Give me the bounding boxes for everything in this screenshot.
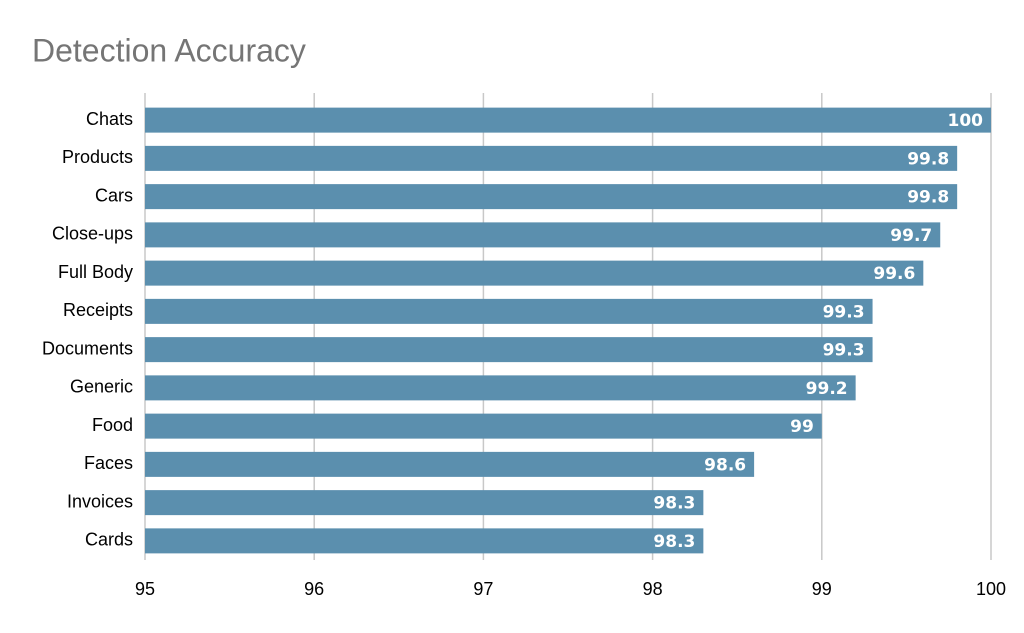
value-label: 99.3 <box>823 302 865 322</box>
bar <box>145 260 924 286</box>
y-tick-label: Products <box>62 147 133 167</box>
y-tick-label: Documents <box>42 338 133 358</box>
value-label: 98.6 <box>704 455 746 475</box>
value-label: 99 <box>790 417 814 437</box>
bar <box>145 298 873 324</box>
y-tick-label: Full Body <box>58 262 133 282</box>
bar <box>145 222 941 248</box>
bar <box>145 107 991 133</box>
bar <box>145 145 958 171</box>
value-label: 99.8 <box>907 149 949 169</box>
y-tick-label: Chats <box>86 109 133 129</box>
bar <box>145 451 755 477</box>
x-tick-label: 97 <box>473 579 493 599</box>
value-label: 100 <box>948 111 984 131</box>
x-tick-label: 100 <box>976 579 1006 599</box>
bar <box>145 184 958 210</box>
bar <box>145 490 704 516</box>
value-label: 99.8 <box>907 188 949 208</box>
bar <box>145 413 822 439</box>
x-tick-label: 99 <box>812 579 832 599</box>
chart-title: Detection Accuracy <box>32 32 306 68</box>
value-label: 99.2 <box>806 379 848 399</box>
bar <box>145 337 873 363</box>
x-tick-label: 96 <box>304 579 324 599</box>
y-tick-label: Invoices <box>67 491 133 511</box>
value-label: 99.3 <box>823 341 865 361</box>
x-tick-label: 95 <box>135 579 155 599</box>
y-tick-label: Close-ups <box>52 224 133 244</box>
value-label: 99.7 <box>890 226 932 246</box>
y-tick-label: Receipts <box>63 300 133 320</box>
value-label: 98.3 <box>653 494 695 514</box>
bar <box>145 528 704 554</box>
y-tick-label: Cards <box>85 530 133 550</box>
x-tick-label: 98 <box>643 579 663 599</box>
y-tick-label: Generic <box>70 377 133 397</box>
bar <box>145 375 856 401</box>
y-tick-label: Cars <box>95 185 133 205</box>
y-tick-label: Food <box>92 415 133 435</box>
value-label: 98.3 <box>653 532 695 552</box>
value-label: 99.6 <box>873 264 915 284</box>
y-tick-label: Faces <box>84 453 133 473</box>
